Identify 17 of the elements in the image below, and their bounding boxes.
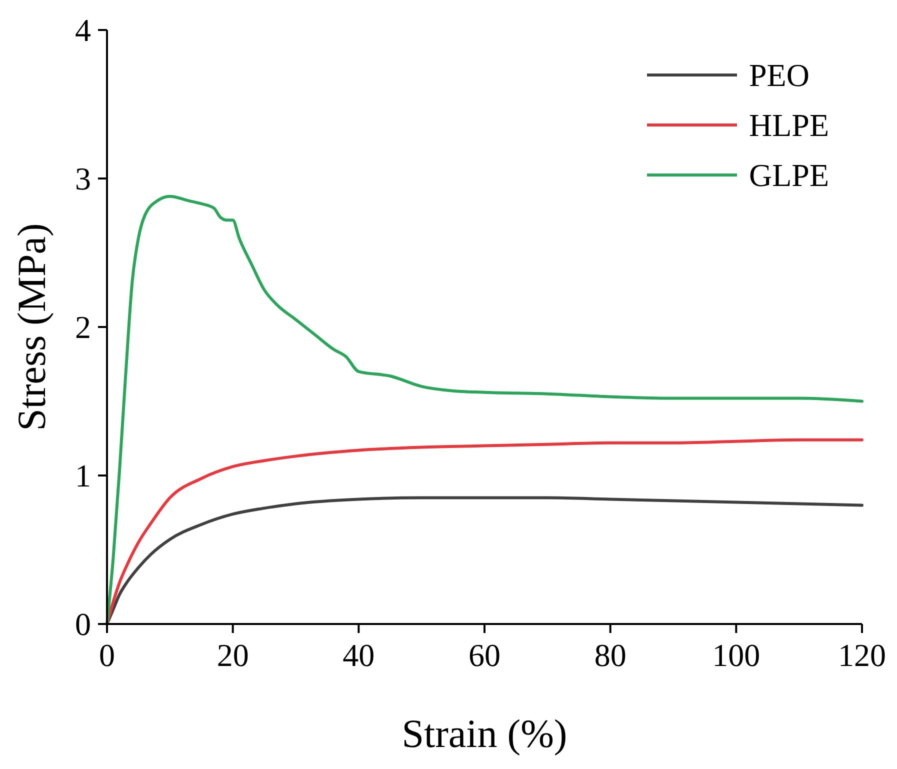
legend-label: HLPE — [749, 107, 829, 143]
x-tick-label: 80 — [594, 637, 626, 673]
y-tick-label: 3 — [75, 160, 91, 196]
x-tick-label: 60 — [468, 637, 500, 673]
y-axis-title: Stress (MPa) — [9, 223, 54, 431]
x-tick-label: 0 — [99, 637, 115, 673]
x-tick-label: 100 — [712, 637, 760, 673]
legend-label: GLPE — [749, 157, 829, 193]
legend-label: PEO — [749, 57, 810, 93]
y-tick-label: 2 — [75, 309, 91, 345]
y-tick-label: 1 — [75, 458, 91, 494]
x-tick-label: 40 — [342, 637, 375, 673]
y-tick-label: 0 — [75, 606, 91, 642]
x-axis-title: Strain (%) — [402, 711, 568, 756]
x-tick-label: 20 — [216, 637, 249, 673]
x-tick-label: 120 — [838, 637, 886, 673]
y-tick-label: 4 — [75, 12, 91, 48]
